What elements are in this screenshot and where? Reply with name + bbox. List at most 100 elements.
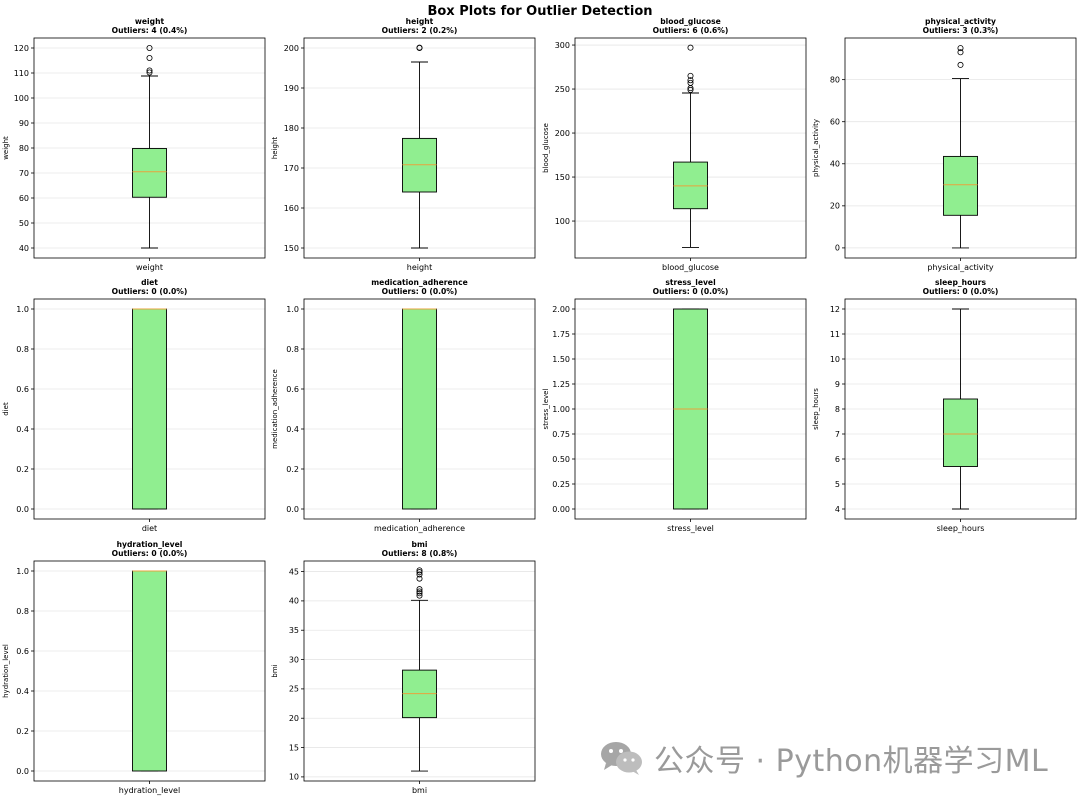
y-tick-label: 250 xyxy=(555,85,570,94)
y-tick-label: 170 xyxy=(284,164,299,173)
y-tick-label: 11 xyxy=(830,330,840,339)
y-tick-label: 0.8 xyxy=(16,345,29,354)
y-tick-label: 1.25 xyxy=(552,380,570,389)
y-tick-label: 80 xyxy=(830,75,840,84)
y-axis-label: medication_adherence xyxy=(271,369,279,449)
x-tick-label: weight xyxy=(136,263,163,272)
y-tick-label: 50 xyxy=(19,219,29,228)
y-tick-label: 150 xyxy=(555,173,570,182)
y-tick-label: 190 xyxy=(284,84,299,93)
outlier-point xyxy=(416,567,423,574)
subplot-title: medication_adherence xyxy=(371,278,467,287)
y-tick-label: 0.00 xyxy=(552,505,570,514)
y-tick-label: 4 xyxy=(835,505,840,514)
outlier-point xyxy=(687,79,694,86)
y-tick-label: 0.4 xyxy=(286,425,299,434)
y-tick-label: 2.00 xyxy=(552,305,570,314)
y-tick-label: 120 xyxy=(14,44,29,53)
outlier-point xyxy=(416,575,423,582)
y-axis-label: bmi xyxy=(271,664,279,677)
y-tick-label: 1.75 xyxy=(552,330,570,339)
y-tick-label: 0.6 xyxy=(16,385,29,394)
y-tick-label: 200 xyxy=(284,44,299,53)
y-tick-label: 70 xyxy=(19,169,29,178)
y-axis-label: hydration_level xyxy=(2,644,10,698)
outlier-point xyxy=(957,49,964,56)
y-tick-label: 6 xyxy=(835,455,840,464)
y-tick-label: 5 xyxy=(835,480,840,489)
subplot-title: physical_activity xyxy=(925,17,996,26)
y-tick-label: 0 xyxy=(835,244,840,253)
iqr-box xyxy=(943,155,978,216)
y-tick-label: 60 xyxy=(830,118,840,127)
subplot-title: hydration_level xyxy=(117,540,183,549)
iqr-box xyxy=(132,148,167,198)
x-tick-label: height xyxy=(407,263,433,272)
y-tick-label: 7 xyxy=(835,430,840,439)
y-axis-label: diet xyxy=(2,402,10,416)
watermark: 公众号 · Python机器学习ML xyxy=(600,736,1060,780)
y-tick-label: 1.50 xyxy=(552,355,570,364)
y-tick-label: 25 xyxy=(289,685,299,694)
x-tick-label: sleep_hours xyxy=(937,524,985,533)
x-tick-label: blood_glucose xyxy=(662,263,719,272)
outlier-point xyxy=(416,590,423,597)
iqr-box xyxy=(943,398,978,467)
y-tick-label: 30 xyxy=(289,655,299,664)
iqr-box xyxy=(402,308,437,510)
subplot-blood_glucose: blood_glucose Outliers: 6 (0.6%) 100 150 200… xyxy=(542,17,807,272)
x-tick-label: hydration_level xyxy=(119,786,180,795)
subplot-title: height xyxy=(406,17,434,26)
figure-title: Box Plots for Outlier Detection xyxy=(427,4,652,19)
y-tick-label: 40 xyxy=(830,160,840,169)
outlier-count-label: Outliers: 4 (0.4%) xyxy=(112,26,188,35)
outlier-count-label: Outliers: 8 (0.8%) xyxy=(382,549,458,558)
outlier-point xyxy=(416,588,423,595)
y-tick-label: 20 xyxy=(830,202,840,211)
y-tick-label: 200 xyxy=(555,129,570,138)
outlier-point xyxy=(146,45,153,52)
subplot-title: stress_level xyxy=(665,278,715,287)
y-tick-label: 100 xyxy=(14,94,29,103)
y-tick-label: 0.0 xyxy=(16,505,29,514)
y-tick-label: 1.0 xyxy=(16,305,29,314)
y-tick-label: 0.8 xyxy=(286,345,299,354)
watermark-text: 公众号 · Python机器学习ML xyxy=(654,744,1049,779)
outlier-point xyxy=(146,55,153,62)
outlier-point xyxy=(416,571,423,578)
outlier-count-label: Outliers: 0 (0.0%) xyxy=(653,287,729,296)
y-tick-label: 0.50 xyxy=(552,455,570,464)
x-tick-label: stress_level xyxy=(667,524,714,533)
wechat-icon xyxy=(601,742,642,775)
y-tick-label: 0.4 xyxy=(16,687,29,696)
y-tick-label: 0.4 xyxy=(16,425,29,434)
outlier-count-label: Outliers: 2 (0.2%) xyxy=(382,26,458,35)
y-tick-label: 0.2 xyxy=(286,465,299,474)
y-tick-label: 0.0 xyxy=(286,505,299,514)
y-tick-label: 40 xyxy=(19,244,29,253)
y-tick-label: 10 xyxy=(289,773,299,782)
y-axis-label: stress_level xyxy=(542,389,550,430)
y-tick-label: 0.6 xyxy=(16,647,29,656)
outlier-point xyxy=(146,67,153,74)
y-tick-label: 40 xyxy=(289,597,299,606)
y-tick-label: 0.6 xyxy=(286,385,299,394)
iqr-box xyxy=(132,570,167,772)
y-tick-label: 10 xyxy=(830,355,840,364)
outlier-point xyxy=(416,569,423,576)
y-tick-label: 160 xyxy=(284,204,299,213)
y-axis-label: physical_activity xyxy=(812,119,820,177)
y-tick-label: 60 xyxy=(19,194,29,203)
y-tick-label: 35 xyxy=(289,626,299,635)
y-tick-label: 0.8 xyxy=(16,607,29,616)
y-tick-label: 100 xyxy=(555,217,570,226)
outlier-count-label: Outliers: 6 (0.6%) xyxy=(653,26,729,35)
subplot-title: diet xyxy=(141,278,158,287)
